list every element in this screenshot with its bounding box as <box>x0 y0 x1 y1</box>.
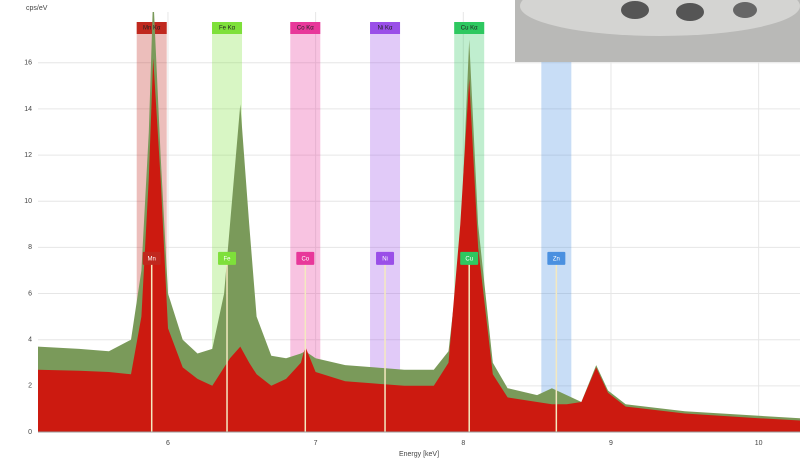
chart: Mn KαFe KαCo KαNi KαCu KαZn KαMnFeCoNiCu… <box>0 0 800 462</box>
x-tick-label: 9 <box>609 440 613 447</box>
y-tick-label: 12 <box>24 152 32 159</box>
element-tag: Fe Kα <box>219 26 236 32</box>
element-label: Ni <box>382 257 388 263</box>
element-label: Zn <box>553 257 560 263</box>
y-tick-label: 16 <box>24 60 32 67</box>
inset-hole <box>676 3 704 21</box>
element-label: Mn <box>148 257 156 263</box>
element-tag: Co Kα <box>297 26 314 32</box>
y-tick-label: 2 <box>28 383 32 390</box>
y-tick-label: 0 <box>28 429 32 436</box>
camera-inset <box>515 0 800 62</box>
inset-hole <box>621 1 649 19</box>
element-tag: Mn Kα <box>143 26 161 32</box>
y-tick-label: 14 <box>24 106 32 113</box>
y-tick-label: 4 <box>28 337 32 344</box>
element-label: Cu <box>465 257 473 263</box>
y-tick-label: 8 <box>28 244 32 251</box>
x-tick-label: 6 <box>166 440 170 447</box>
x-axis-label: Energy [keV] <box>399 451 439 458</box>
x-tick-label: 7 <box>314 440 318 447</box>
element-label: Co <box>301 257 309 263</box>
element-label: Fe <box>224 257 232 263</box>
element-tag: Cu Kα <box>461 26 478 32</box>
x-tick-label: 8 <box>461 440 465 447</box>
y-tick-label: 6 <box>28 290 32 297</box>
element-tag: Ni Kα <box>378 26 393 32</box>
inset-hole <box>733 2 757 18</box>
y-tick-label: 10 <box>24 198 32 205</box>
y-axis-label: cps/eV <box>26 5 48 12</box>
x-tick-label: 10 <box>755 440 763 447</box>
